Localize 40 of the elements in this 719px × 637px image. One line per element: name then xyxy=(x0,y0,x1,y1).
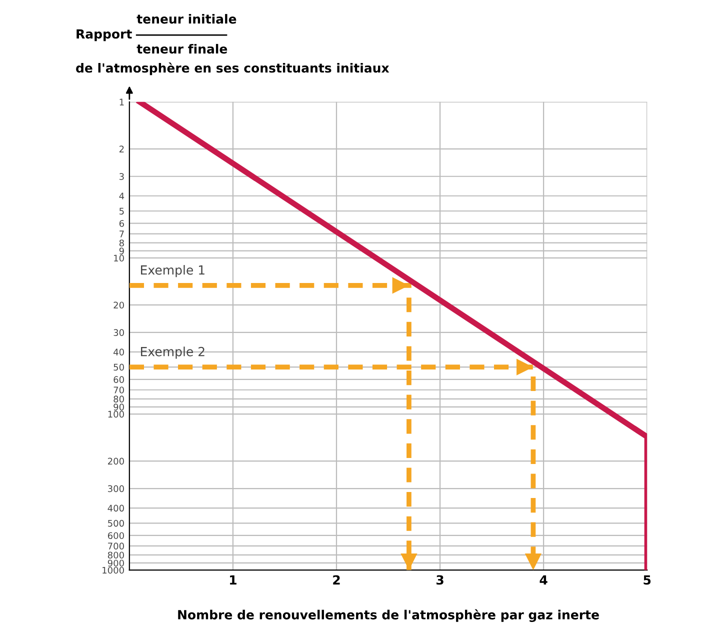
annotation: Exemple 2 xyxy=(141,346,204,359)
y-tick-label: 2 xyxy=(119,146,124,152)
y-tick-label: 1000 xyxy=(102,566,124,574)
y-tick-label: 5 xyxy=(120,208,124,215)
y-axis-title: de l'atmosphère en ses constituants initiaux xyxy=(76,62,390,76)
y-tick-label: 90 xyxy=(114,404,124,410)
y-tick-label: 200 xyxy=(108,458,124,465)
y-tick-label: 80 xyxy=(114,396,124,402)
y-tick-label: 10 xyxy=(114,254,124,262)
y-tick-label: 6 xyxy=(119,220,124,227)
x-tick-label: 5 xyxy=(644,575,651,585)
y-tick-label: 900 xyxy=(108,560,124,567)
y-tick-label: 300 xyxy=(108,485,124,492)
x-tick-label: 4 xyxy=(540,575,548,584)
x-tick-label: 2 xyxy=(333,575,340,584)
x-tick-label: 3 xyxy=(436,575,444,585)
x-axis-title: Nombre de renouvellements de l'atmosphère par gaz inerte xyxy=(178,609,599,622)
y-tick-label: 600 xyxy=(108,532,124,540)
y-tick-label: 70 xyxy=(114,386,124,394)
text: Rapport xyxy=(76,29,132,42)
y-tick-label: 50 xyxy=(114,364,124,371)
y-tick-label: 9 xyxy=(119,248,124,254)
annotation: Exemple 1 xyxy=(141,265,204,278)
y-tick-label: 3 xyxy=(120,173,124,180)
y-tick-label: 500 xyxy=(108,520,124,527)
y-tick-label: 800 xyxy=(108,552,124,559)
y-tick-label: 7 xyxy=(120,230,124,238)
y-tick-label: 20 xyxy=(114,302,124,309)
y-tick-label: 4 xyxy=(119,192,124,200)
y-tick-label: 8 xyxy=(119,240,124,246)
y-tick-label: 400 xyxy=(108,504,124,512)
y-tick-label: 30 xyxy=(114,329,124,336)
text: teneur finale xyxy=(136,44,228,54)
y-tick-label: 700 xyxy=(108,542,124,550)
y-tick-label: 1 xyxy=(120,98,124,106)
text: teneur initiale xyxy=(136,14,236,24)
y-tick-label: 40 xyxy=(114,348,124,356)
x-tick-label: 1 xyxy=(230,575,236,584)
y-tick-label: 100 xyxy=(108,410,124,418)
y-tick-label: 60 xyxy=(114,376,124,383)
